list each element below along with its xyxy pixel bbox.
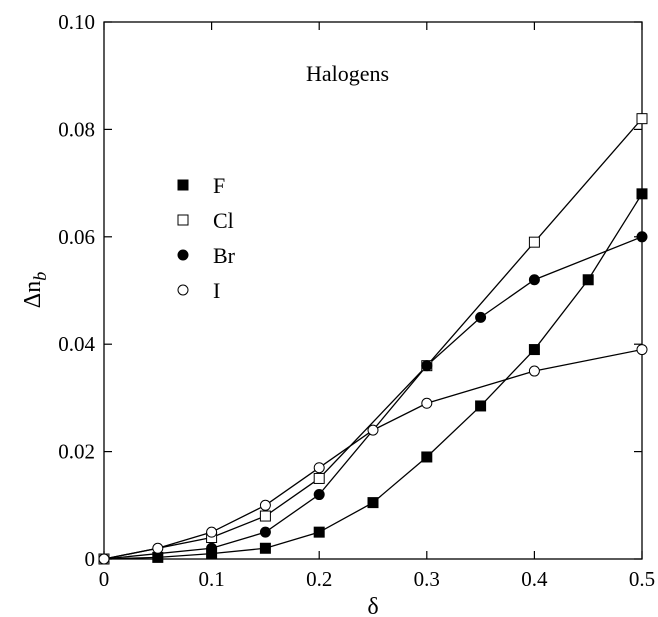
y-tick-label: 0.06 [58,225,95,249]
y-tick-label: 0.08 [58,117,95,141]
data-point-br [259,526,271,538]
data-point-i [421,397,433,409]
data-point-br [528,274,540,286]
data-point-cl [259,510,271,522]
y-axis-label-main: Δn [20,281,46,308]
legend-label-cl: Cl [213,208,234,233]
data-point-f [636,188,648,200]
data-point-cl [528,236,540,248]
data-point-f [528,344,540,356]
x-tick-label: 0.5 [629,567,655,591]
x-tick-label: 0.2 [306,567,332,591]
x-tick-label: 0 [99,567,110,591]
data-point-i [206,526,218,538]
legend-label-f: F [213,173,225,198]
data-point-br [636,231,648,243]
axis-ticks: 0 0.1 0.2 0.3 0.4 0.5 0 0.02 0.04 0.06 0.08 0.10 [58,10,655,591]
data-point-i [259,499,271,511]
chart-annotation: Halogens [306,61,389,86]
x-tick-label: 0.4 [521,567,548,591]
series-line-i [103,348,643,560]
x-tick-label: 0.1 [198,567,224,591]
data-point-i [528,365,540,377]
y-tick-label: 0.04 [58,332,95,356]
legend-marker-cl [177,214,189,226]
data-point-f [475,400,487,412]
y-axis-label: Δnb [20,272,50,308]
legend-marker-i [177,284,189,296]
legend-label-i: I [213,278,220,303]
data-point-f [259,542,271,554]
data-point-cl [636,113,648,125]
y-axis-label-sub: b [30,272,50,281]
legend-marker-br [177,249,189,261]
data-point-f [421,451,433,463]
data-point-cl [313,472,325,484]
legend-marker-f [177,179,189,191]
legend-label-br: Br [213,243,236,268]
data-point-i [636,344,648,356]
legend: F Cl Br I [177,173,236,303]
y-tick-label: 0.10 [58,10,95,34]
data-point-f [582,274,594,286]
data-point-f [313,526,325,538]
data-point-i [98,553,110,565]
data-point-i [367,424,379,436]
data-point-br [421,360,433,372]
x-axis-label: δ [367,594,378,617]
plot-frame [103,21,643,560]
data-point-f [152,551,164,563]
series-markers [98,113,648,565]
y-tick-label: 0.02 [58,440,95,464]
y-tick-label: 0 [85,547,96,571]
data-point-br [313,489,325,501]
data-point-i [313,462,325,474]
data-point-f [367,497,379,509]
data-point-br [475,311,487,323]
data-point-i [152,542,164,554]
data-point-br [206,542,218,554]
x-tick-label: 0.3 [414,567,440,591]
